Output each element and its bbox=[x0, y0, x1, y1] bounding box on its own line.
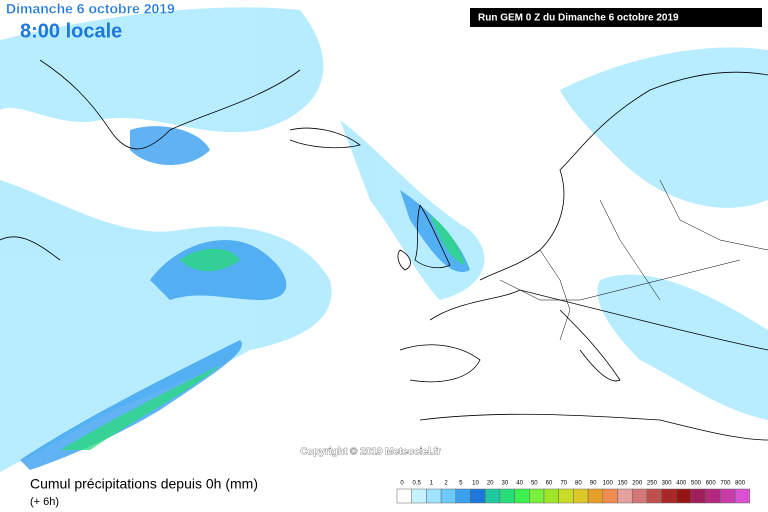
legend-tick-label: 40 bbox=[516, 481, 523, 487]
legend-tick-label: 5 bbox=[459, 481, 463, 487]
legend-swatch bbox=[558, 488, 574, 504]
legend-tick-label: 80 bbox=[575, 481, 582, 487]
precip-core bbox=[60, 215, 465, 450]
legend-swatch bbox=[705, 488, 721, 504]
legend-tick-label: 60 bbox=[546, 481, 553, 487]
legend-tick-label: 250 bbox=[647, 481, 658, 487]
time-label: 8:00 locale bbox=[20, 20, 122, 42]
legend-tick-label: 400 bbox=[676, 481, 687, 487]
legend-swatch bbox=[411, 488, 427, 504]
legend-tick-label: 150 bbox=[617, 481, 628, 487]
legend-tick-label: 100 bbox=[603, 481, 614, 487]
legend-tick-label: 10 bbox=[472, 481, 479, 487]
precip-heavy bbox=[20, 126, 470, 470]
run-label: Run GEM 0 Z du Dimanche 6 octobre 2019 bbox=[478, 13, 679, 24]
legend-swatch bbox=[529, 488, 545, 504]
legend-tick-label: 0.5 bbox=[413, 481, 422, 487]
legend-swatch bbox=[455, 488, 471, 504]
borders bbox=[499, 179, 768, 341]
legend-tick-label: 70 bbox=[560, 481, 567, 487]
legend-swatch bbox=[602, 488, 618, 504]
legend-swatch bbox=[470, 488, 486, 504]
legend-swatch bbox=[631, 488, 648, 504]
legend-tick-label: 700 bbox=[720, 481, 731, 487]
legend-swatch bbox=[646, 488, 662, 504]
legend-swatch bbox=[734, 488, 751, 504]
legend-swatch bbox=[720, 488, 736, 504]
legend-tick-label: 0 bbox=[400, 481, 404, 487]
legend-swatch bbox=[440, 488, 457, 504]
footer-subtitle: (+ 6h) bbox=[30, 496, 59, 508]
legend-tick-label: 300 bbox=[662, 481, 673, 487]
legend-tick-label: 30 bbox=[502, 481, 509, 487]
legend-swatch bbox=[499, 488, 515, 504]
legend-swatch bbox=[676, 488, 692, 504]
coastlines bbox=[0, 59, 768, 441]
legend-tick-label: 800 bbox=[735, 481, 746, 487]
copyright: Copyright © 2019 Meteociel.fr bbox=[300, 447, 441, 458]
legend-swatch bbox=[690, 488, 706, 504]
footer-title: Cumul précipitations depuis 0h (mm) bbox=[30, 476, 258, 492]
legend-tick-label: 20 bbox=[487, 481, 494, 487]
legend-swatch bbox=[484, 488, 501, 504]
legend-tick-label: 200 bbox=[632, 481, 643, 487]
run-box bbox=[470, 8, 762, 27]
legend-swatch bbox=[514, 488, 530, 504]
legend-swatch bbox=[587, 488, 604, 504]
legend-swatch bbox=[573, 488, 589, 504]
legend-swatch bbox=[661, 488, 677, 504]
legend-tick-label: 1 bbox=[430, 481, 434, 487]
legend-swatch bbox=[543, 488, 559, 504]
legend-swatch bbox=[617, 488, 633, 504]
legend-tick-label: 50 bbox=[531, 481, 538, 487]
legend-tick-label: 2 bbox=[444, 481, 448, 487]
legend-swatch bbox=[396, 488, 412, 504]
date-label: Dimanche 6 octobre 2019 bbox=[6, 1, 175, 17]
legend-tick-label: 500 bbox=[691, 481, 702, 487]
legend-swatch bbox=[426, 488, 442, 504]
legend: 0 0.5 1 2 5 10 20 30 40 50 60 70 80 90 100 150 200 250 300… bbox=[396, 481, 751, 504]
legend-tick-label: 600 bbox=[706, 481, 717, 487]
legend-tick-label: 90 bbox=[590, 481, 597, 487]
